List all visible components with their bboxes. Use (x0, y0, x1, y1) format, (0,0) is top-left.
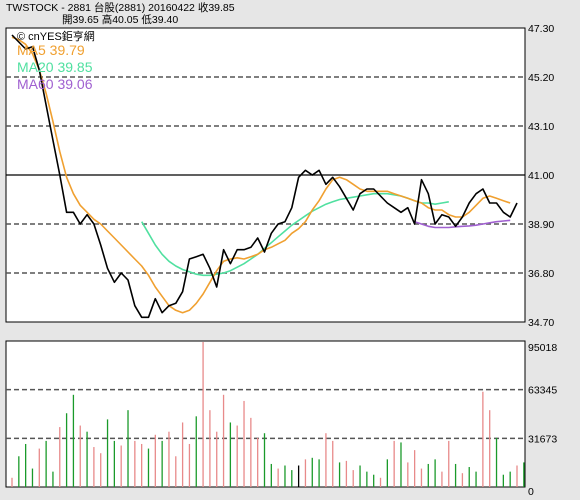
legend-ma20: MA20 39.85 (17, 59, 93, 75)
close-price-line (11, 34, 518, 319)
volume-tick-label: 0 (528, 486, 534, 498)
legend-ma5: MA5 39.79 (17, 42, 85, 58)
price-tick-label: 41.00 (528, 170, 554, 182)
volume-tick-label: 63345 (528, 385, 557, 397)
chart-header-line2: 開39.65 高40.05 低39.40 (62, 14, 179, 26)
price-tick-label: 34.70 (528, 317, 554, 329)
price-tick-label: 38.90 (528, 219, 554, 231)
price-tick-label: 43.10 (528, 121, 554, 133)
volume-tick-label: 95018 (528, 342, 557, 354)
volume-tick-label: 31673 (528, 433, 557, 445)
price-tick-label: 45.20 (528, 72, 554, 84)
price-tick-label: 47.30 (528, 23, 554, 35)
ma60-line (414, 219, 511, 229)
legend-ma60: MA60 39.06 (17, 76, 93, 92)
volume-panel (5, 340, 526, 488)
chart-header-line1: TWSTOCK - 2881 台股(2881) 20160422 收39.85 (6, 2, 235, 14)
watermark-text: © cnYES鉅亨網 (17, 29, 95, 43)
ma5-line (11, 36, 511, 314)
price-tick-label: 36.80 (528, 268, 554, 280)
